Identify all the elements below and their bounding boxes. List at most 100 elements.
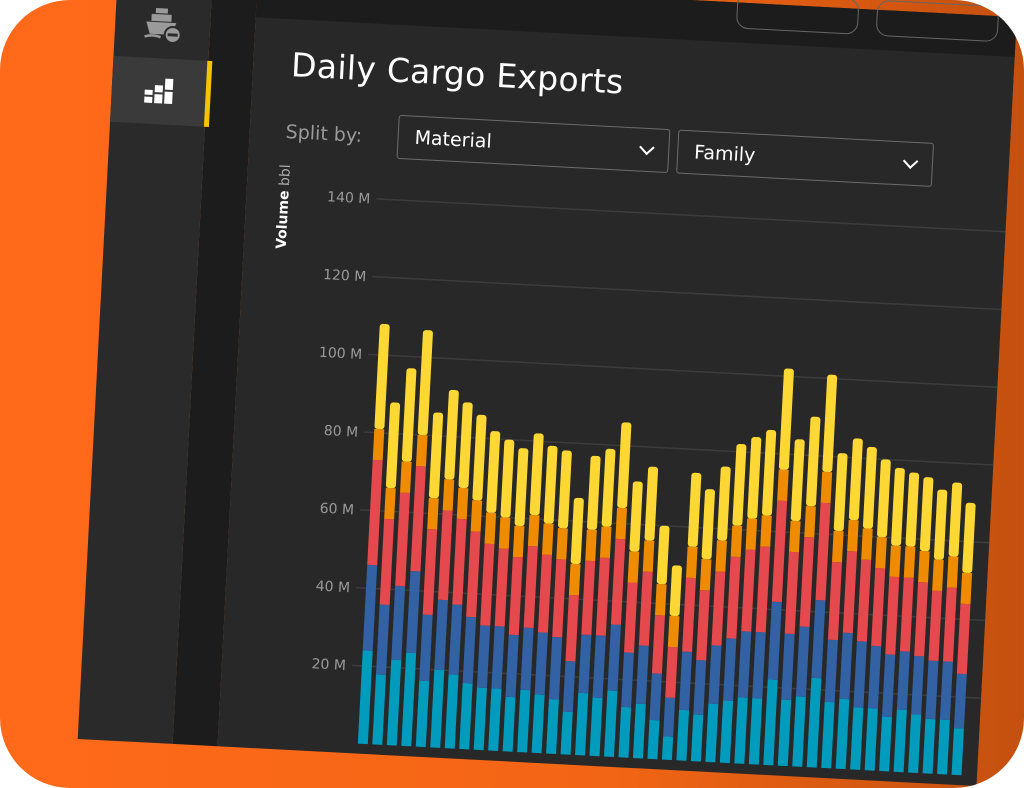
- bar-segment[interactable]: [565, 594, 579, 662]
- bar-segment[interactable]: [922, 718, 936, 774]
- bar-segment[interactable]: [444, 389, 459, 480]
- bar-segment[interactable]: [629, 481, 643, 552]
- top-button[interactable]: [875, 0, 1000, 43]
- bar-segment[interactable]: [654, 583, 667, 616]
- bar-segment[interactable]: [627, 551, 640, 583]
- bar-segment[interactable]: [918, 550, 930, 583]
- bar-segment[interactable]: [459, 682, 473, 750]
- bar-segment[interactable]: [862, 446, 877, 529]
- bar-segment[interactable]: [771, 500, 788, 603]
- bar-segment[interactable]: [905, 472, 920, 547]
- bar-segment[interactable]: [799, 537, 815, 627]
- bar-segment[interactable]: [752, 631, 766, 699]
- bar-segment[interactable]: [656, 525, 670, 585]
- bar-segment[interactable]: [726, 556, 741, 639]
- bar-segment[interactable]: [741, 549, 756, 632]
- bar-segment[interactable]: [745, 518, 758, 551]
- bar-segment[interactable]: [491, 626, 505, 689]
- bar-segment[interactable]: [806, 416, 821, 507]
- bar-segment[interactable]: [669, 565, 682, 617]
- bar-segment[interactable]: [730, 525, 743, 558]
- bar-segment[interactable]: [919, 477, 934, 552]
- bar-segment[interactable]: [401, 368, 417, 462]
- bar-segment[interactable]: [889, 545, 901, 578]
- bar-segment[interactable]: [908, 714, 922, 773]
- bar-segment[interactable]: [372, 674, 386, 745]
- bar-segment[interactable]: [581, 560, 596, 636]
- bar-segment[interactable]: [410, 465, 426, 572]
- bar-segment[interactable]: [575, 692, 589, 756]
- bar-segment[interactable]: [367, 459, 383, 566]
- bar-segment[interactable]: [466, 531, 481, 618]
- bar-segment[interactable]: [541, 523, 554, 555]
- bar-segment[interactable]: [615, 507, 628, 540]
- bar-segment[interactable]: [748, 698, 763, 765]
- bar-segment[interactable]: [679, 651, 693, 711]
- bar-segment[interactable]: [428, 412, 444, 499]
- bar-segment[interactable]: [946, 556, 959, 588]
- bar-segment[interactable]: [570, 497, 584, 565]
- bar-segment[interactable]: [777, 469, 789, 502]
- bar-segment[interactable]: [417, 330, 433, 436]
- bar-segment[interactable]: [820, 471, 833, 504]
- bar-segment[interactable]: [427, 497, 439, 530]
- bar-segment[interactable]: [592, 635, 606, 698]
- bar-segment[interactable]: [444, 674, 459, 749]
- bar-segment[interactable]: [534, 632, 548, 695]
- bar-segment[interactable]: [701, 489, 715, 560]
- bar-segment[interactable]: [647, 719, 660, 760]
- bar-segment[interactable]: [711, 571, 726, 646]
- bar-segment[interactable]: [462, 616, 477, 684]
- bar-segment[interactable]: [835, 698, 850, 770]
- bar-segment[interactable]: [543, 445, 558, 524]
- bar-segment[interactable]: [881, 654, 896, 718]
- bar-segment[interactable]: [815, 502, 831, 601]
- bar-segment[interactable]: [568, 563, 581, 596]
- bar-segment[interactable]: [790, 439, 805, 522]
- bar-segment[interactable]: [560, 711, 573, 755]
- bar-segment[interactable]: [448, 604, 463, 675]
- bar-segment[interactable]: [379, 518, 395, 605]
- bar-segment[interactable]: [827, 561, 842, 641]
- bar-segment[interactable]: [520, 627, 534, 691]
- bar-segment[interactable]: [939, 661, 953, 721]
- bar-segment[interactable]: [430, 669, 445, 748]
- bar-segment[interactable]: [767, 601, 782, 680]
- bar-segment[interactable]: [632, 703, 646, 759]
- bar-segment[interactable]: [821, 701, 835, 769]
- bar-segment[interactable]: [811, 599, 826, 679]
- bar-segment[interactable]: [470, 500, 483, 532]
- bar-segment[interactable]: [529, 433, 544, 516]
- bar-segment[interactable]: [406, 570, 421, 654]
- bar-segment[interactable]: [617, 422, 632, 509]
- bar-segment[interactable]: [486, 431, 501, 513]
- bar-segment[interactable]: [531, 694, 545, 754]
- bar-segment[interactable]: [488, 688, 502, 751]
- bar-segment[interactable]: [618, 706, 632, 758]
- bar-segment[interactable]: [824, 639, 838, 703]
- bar-segment[interactable]: [537, 554, 552, 633]
- bar-segment[interactable]: [833, 453, 848, 532]
- bar-segment[interactable]: [494, 548, 509, 627]
- bar-segment[interactable]: [763, 679, 778, 766]
- bar-segment[interactable]: [925, 660, 939, 720]
- bar-segment[interactable]: [847, 519, 859, 552]
- bar-segment[interactable]: [755, 546, 771, 633]
- bar-segment[interactable]: [437, 510, 453, 601]
- bar-segment[interactable]: [587, 455, 601, 530]
- bar-segment[interactable]: [928, 590, 943, 661]
- bar-segment[interactable]: [401, 652, 417, 747]
- bar-segment[interactable]: [523, 545, 538, 629]
- bar-segment[interactable]: [442, 479, 455, 511]
- bar-segment[interactable]: [896, 651, 910, 711]
- bar-segment[interactable]: [623, 582, 638, 653]
- bar-segment[interactable]: [589, 697, 603, 757]
- bar-segment[interactable]: [375, 604, 390, 675]
- bar-segment[interactable]: [723, 638, 737, 701]
- bar-segment[interactable]: [667, 615, 680, 648]
- bar-segment[interactable]: [473, 687, 487, 751]
- bar-segment[interactable]: [732, 443, 747, 526]
- bar-segment[interactable]: [548, 636, 563, 700]
- bar-segment[interactable]: [856, 559, 872, 642]
- bar-segment[interactable]: [848, 438, 863, 521]
